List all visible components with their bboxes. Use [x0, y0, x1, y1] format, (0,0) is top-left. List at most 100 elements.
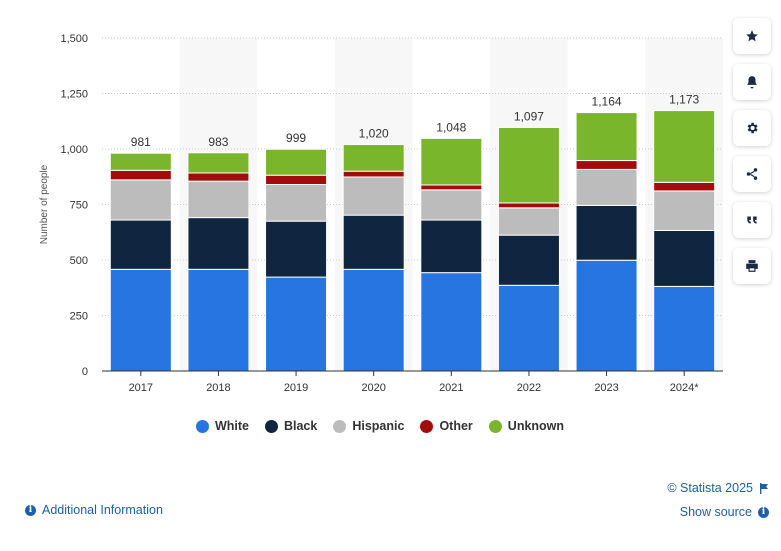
bar-black-2019[interactable]: [265, 220, 328, 278]
bar-hispanic-2019[interactable]: [265, 184, 328, 222]
bar-unknown-2023[interactable]: [575, 112, 638, 162]
bar-black-2022[interactable]: [497, 234, 560, 286]
legend-item-unknown[interactable]: Unknown: [488, 419, 565, 433]
total-label: 981: [131, 135, 151, 149]
bar-other-2023[interactable]: [575, 160, 638, 170]
bar-white-2021[interactable]: [420, 272, 483, 372]
bar-unknown-2024[interactable]: [653, 110, 716, 183]
bar-black-2023[interactable]: [575, 204, 638, 261]
quote-icon: [747, 216, 757, 224]
info-icon: i: [758, 506, 769, 518]
bars: [109, 110, 716, 372]
y-tick-label: 1,000: [60, 144, 88, 156]
x-tick-label: 2020: [361, 382, 385, 394]
y-tick-label: 250: [70, 311, 88, 323]
bar-white-2017[interactable]: [109, 268, 172, 372]
bar-black-2018[interactable]: [187, 217, 250, 270]
y-tick-label: 1,250: [60, 89, 88, 101]
legend-marker: [420, 419, 434, 433]
total-label: 1,173: [669, 93, 699, 107]
bar-white-2024[interactable]: [653, 285, 716, 372]
bar-white-2019[interactable]: [265, 276, 328, 372]
legend-item-other[interactable]: Other: [420, 419, 473, 433]
bar-black-2024[interactable]: [653, 229, 716, 287]
total-label: 999: [286, 131, 306, 145]
y-axis-label: Number of people: [39, 164, 50, 244]
legend-item-white[interactable]: White: [195, 419, 249, 433]
settings-button[interactable]: [733, 110, 771, 146]
total-label: 1,164: [592, 95, 622, 109]
x-tick-label: 2023: [594, 382, 618, 394]
bar-black-2021[interactable]: [420, 219, 483, 274]
info-icon: i: [25, 504, 36, 516]
legend-label: Hispanic: [352, 419, 405, 433]
bar-hispanic-2020[interactable]: [342, 176, 405, 216]
y-tick-label: 750: [70, 200, 88, 212]
star-icon: [746, 30, 758, 42]
y-tick-label: 0: [82, 366, 88, 378]
show-source-link[interactable]: Show source i: [680, 505, 769, 519]
bar-other-2022[interactable]: [497, 202, 560, 209]
legend-label: Other: [439, 419, 473, 433]
bar-black-2020[interactable]: [342, 214, 405, 270]
x-tick-label: 2024*: [670, 382, 699, 394]
favorite-button[interactable]: [733, 18, 771, 54]
bar-unknown-2019[interactable]: [265, 148, 328, 176]
share-icon: [746, 168, 758, 180]
legend-item-hispanic[interactable]: Hispanic: [333, 419, 404, 433]
total-label: 1,048: [436, 120, 466, 134]
chart-toolbar: [733, 18, 773, 284]
bar-unknown-2017[interactable]: [109, 152, 172, 171]
bar-other-2017[interactable]: [109, 169, 172, 181]
bell-icon: [747, 76, 757, 89]
bar-unknown-2018[interactable]: [187, 152, 250, 174]
bar-hispanic-2024[interactable]: [653, 190, 716, 231]
bar-hispanic-2022[interactable]: [497, 207, 560, 236]
y-tick-label: 1,500: [60, 33, 88, 45]
x-tick-label: 2021: [439, 382, 463, 394]
bar-white-2020[interactable]: [342, 268, 405, 372]
bar-other-2020[interactable]: [342, 170, 405, 178]
copyright-link[interactable]: © Statista 2025: [667, 481, 769, 495]
x-tick-label: 2022: [517, 382, 541, 394]
legend-label: Unknown: [507, 419, 565, 433]
bar-hispanic-2017[interactable]: [109, 179, 172, 221]
legend-label: Black: [283, 419, 318, 433]
copyright-label: © Statista 2025: [667, 481, 753, 495]
legend-marker: [488, 419, 502, 433]
y-tick-label: 500: [70, 255, 88, 267]
x-tick-label: 2019: [284, 382, 308, 394]
notification-button[interactable]: [733, 64, 771, 100]
bar-hispanic-2018[interactable]: [187, 180, 250, 219]
legend-marker: [195, 419, 209, 433]
bar-hispanic-2023[interactable]: [575, 168, 638, 206]
legend-marker: [264, 419, 278, 433]
bar-white-2023[interactable]: [575, 259, 638, 372]
bar-white-2018[interactable]: [187, 268, 250, 372]
additional-information-link[interactable]: i Additional Information: [25, 503, 163, 517]
total-label: 983: [208, 135, 228, 149]
bar-other-2019[interactable]: [265, 174, 328, 186]
bar-other-2021[interactable]: [420, 184, 483, 191]
flag-icon: [760, 482, 768, 494]
gear-icon: [747, 122, 758, 134]
legend-marker: [333, 419, 347, 433]
legend-label: White: [214, 419, 249, 433]
legend-item-black[interactable]: Black: [264, 419, 318, 433]
additional-information-label: Additional Information: [42, 503, 163, 517]
bar-unknown-2020[interactable]: [342, 144, 405, 172]
y-axis-ticks: 0 250 500 750 1,000 1,250 1,500: [60, 33, 88, 378]
x-tick-label: 2017: [129, 382, 153, 394]
bar-white-2022[interactable]: [497, 284, 560, 372]
cite-button[interactable]: [733, 202, 771, 238]
print-button[interactable]: [733, 248, 771, 284]
bar-other-2024[interactable]: [653, 181, 716, 192]
legend: White Black Hispanic Other Unknown: [0, 419, 760, 433]
share-button[interactable]: [733, 156, 771, 192]
bar-hispanic-2021[interactable]: [420, 189, 483, 221]
bar-unknown-2022[interactable]: [497, 126, 560, 204]
bar-black-2017[interactable]: [109, 219, 172, 270]
bar-other-2018[interactable]: [187, 172, 250, 182]
bar-unknown-2021[interactable]: [420, 137, 483, 186]
x-axis-ticks: 2017 2018 2019 2020 2021 2022 2023 2024*: [129, 371, 699, 394]
